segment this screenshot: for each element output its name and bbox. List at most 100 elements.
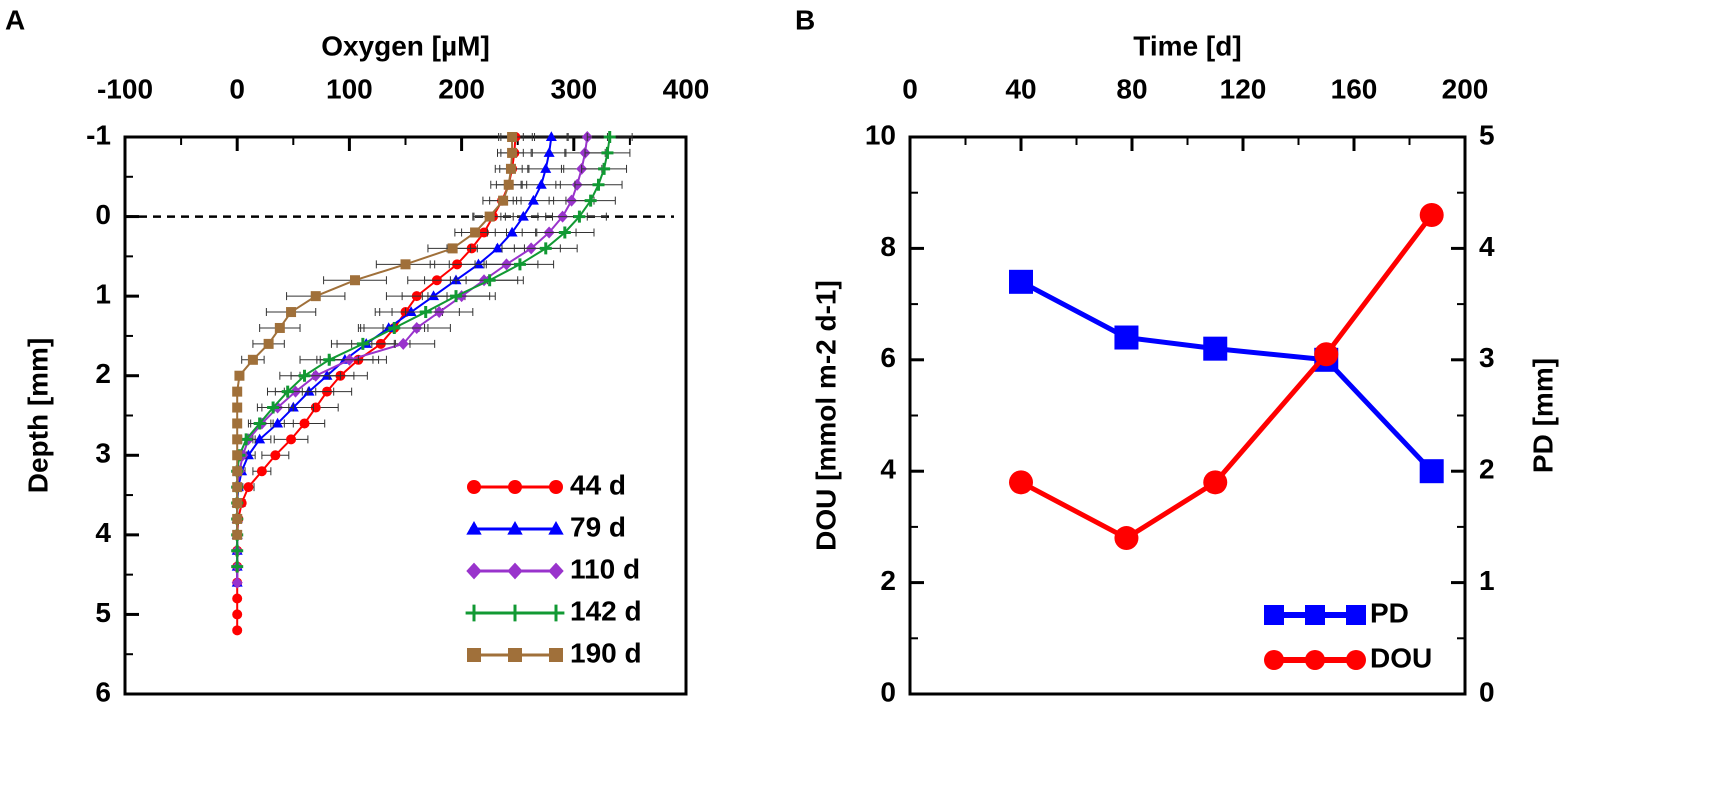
y-tick-label: 3 xyxy=(95,438,111,469)
y2-axis-title: PD [mm] xyxy=(1527,358,1558,473)
y-tick-label: 4 xyxy=(95,517,111,548)
data-point xyxy=(472,258,484,269)
data-point xyxy=(513,258,526,271)
data-point xyxy=(558,226,571,239)
data-point xyxy=(507,132,518,142)
data-point xyxy=(356,337,369,350)
y2-tick-label: 4 xyxy=(1479,231,1495,262)
data-point xyxy=(1009,269,1033,294)
legend-label: 79 d xyxy=(570,511,626,542)
y-tick-label: -1 xyxy=(86,119,111,150)
x-tick-label: 100 xyxy=(326,73,373,104)
legend-marker xyxy=(1264,650,1284,670)
legend-marker xyxy=(1346,605,1366,625)
data-point xyxy=(535,178,547,189)
data-point xyxy=(232,625,243,636)
data-point xyxy=(253,417,266,430)
series-line xyxy=(236,136,517,631)
data-point xyxy=(598,162,611,175)
legend-marker xyxy=(508,480,522,494)
data-point xyxy=(274,322,285,333)
data-point xyxy=(256,466,267,477)
data-point xyxy=(231,560,244,573)
data-point xyxy=(527,194,539,205)
legend-label: 44 d xyxy=(570,469,626,500)
data-point xyxy=(232,402,243,413)
y-tick-label: 5 xyxy=(95,597,111,628)
data-point xyxy=(506,226,518,237)
x-tick-label: 160 xyxy=(1331,73,1378,104)
y-tick-label: 0 xyxy=(880,676,896,707)
data-point xyxy=(498,195,509,206)
y-tick-label: 6 xyxy=(95,676,111,707)
data-point xyxy=(405,306,417,317)
legend-marker xyxy=(466,562,482,580)
legend-marker xyxy=(548,520,564,535)
y2-tick-label: 3 xyxy=(1479,342,1495,373)
data-point xyxy=(232,482,243,493)
legend-label: DOU xyxy=(1370,642,1432,673)
panel-label: B xyxy=(795,4,815,35)
data-point xyxy=(299,418,310,429)
legend-marker xyxy=(507,520,523,535)
y-tick-label: 2 xyxy=(95,358,111,389)
data-point xyxy=(267,401,280,414)
x-tick-label: 120 xyxy=(1220,73,1267,104)
legend-marker xyxy=(1264,605,1284,625)
data-point xyxy=(505,163,516,174)
data-point xyxy=(270,450,281,461)
data-point xyxy=(543,147,555,157)
legend-label: 190 d xyxy=(570,637,642,668)
y2-tick-label: 2 xyxy=(1479,454,1495,485)
data-point xyxy=(601,146,614,159)
data-point xyxy=(232,498,243,509)
x-tick-label: 200 xyxy=(1442,73,1489,104)
data-point xyxy=(232,529,243,540)
y-tick-label: 2 xyxy=(880,565,896,596)
y-axis-title: Depth [mm] xyxy=(22,338,53,494)
legend-marker xyxy=(465,604,483,622)
data-point xyxy=(400,259,411,270)
y-tick-label: 10 xyxy=(865,119,896,150)
data-point xyxy=(539,242,552,255)
y-tick-label: 6 xyxy=(880,342,896,373)
x-tick-label: -100 xyxy=(97,73,153,104)
data-point xyxy=(286,434,297,445)
data-point xyxy=(234,370,245,381)
data-point xyxy=(449,290,462,303)
y-tick-label: 4 xyxy=(880,454,896,485)
data-point xyxy=(507,147,518,158)
legend-marker xyxy=(506,604,524,622)
data-point xyxy=(232,513,243,524)
x-tick-label: 400 xyxy=(663,73,710,104)
data-point xyxy=(231,544,244,557)
legend-label: 142 d xyxy=(570,595,642,626)
data-point xyxy=(470,227,481,238)
data-point xyxy=(1419,202,1444,227)
series-line xyxy=(1019,279,1434,473)
data-point xyxy=(397,337,409,350)
data-point xyxy=(545,131,557,141)
legend-marker xyxy=(1305,650,1325,670)
data-point xyxy=(272,417,284,428)
data-point xyxy=(1114,325,1139,350)
y-tick-label: 1 xyxy=(95,279,111,310)
series-line xyxy=(236,137,514,535)
data-point xyxy=(232,609,243,620)
x-tick-label: 300 xyxy=(550,73,597,104)
y2-tick-label: 5 xyxy=(1479,119,1495,150)
data-point xyxy=(1314,342,1339,367)
legend-marker xyxy=(1305,605,1325,625)
legend-marker xyxy=(547,604,565,622)
legend-marker xyxy=(467,648,481,662)
x-axis-title: Time [d] xyxy=(1133,30,1241,61)
data-point xyxy=(428,290,440,301)
data-point xyxy=(232,466,243,477)
legend-marker xyxy=(1346,650,1366,670)
data-point xyxy=(1419,459,1444,484)
legend-marker xyxy=(507,562,523,580)
data-point xyxy=(254,433,266,444)
data-point xyxy=(484,211,495,222)
data-point xyxy=(321,369,333,380)
y-axis-title: DOU [mmol m-2 d-1] xyxy=(810,280,841,551)
